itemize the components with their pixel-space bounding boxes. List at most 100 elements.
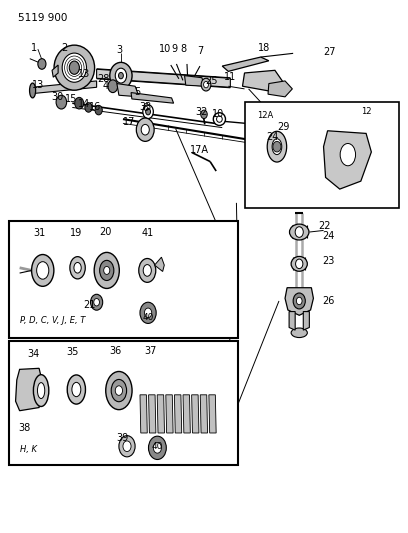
Text: 22: 22 <box>319 221 331 231</box>
Ellipse shape <box>290 224 309 240</box>
Polygon shape <box>268 81 293 97</box>
Ellipse shape <box>72 382 81 397</box>
Polygon shape <box>289 312 295 330</box>
Polygon shape <box>149 395 156 433</box>
Ellipse shape <box>115 68 126 83</box>
Text: 15: 15 <box>65 94 77 104</box>
Ellipse shape <box>272 139 282 155</box>
Text: 20: 20 <box>100 227 112 237</box>
Polygon shape <box>157 395 164 433</box>
Text: 36: 36 <box>109 346 122 357</box>
Text: 13: 13 <box>78 69 90 79</box>
Text: 24: 24 <box>323 231 335 241</box>
Circle shape <box>56 95 67 109</box>
Polygon shape <box>117 84 139 97</box>
Ellipse shape <box>94 253 119 288</box>
Ellipse shape <box>139 259 156 282</box>
Polygon shape <box>155 257 164 271</box>
Polygon shape <box>192 395 199 433</box>
Text: 41: 41 <box>141 228 153 238</box>
Circle shape <box>204 82 208 88</box>
Circle shape <box>119 435 135 457</box>
Circle shape <box>143 105 153 118</box>
Circle shape <box>273 141 281 152</box>
Circle shape <box>293 293 305 309</box>
Text: 16: 16 <box>89 102 101 112</box>
Polygon shape <box>222 57 269 71</box>
Ellipse shape <box>340 143 355 166</box>
Text: 32: 32 <box>196 107 208 117</box>
Ellipse shape <box>291 256 307 271</box>
Circle shape <box>141 124 149 135</box>
Ellipse shape <box>37 262 49 279</box>
Circle shape <box>263 135 271 146</box>
Text: 33: 33 <box>139 102 151 112</box>
Circle shape <box>85 103 92 112</box>
Text: 29: 29 <box>277 122 289 132</box>
Polygon shape <box>285 288 313 316</box>
Circle shape <box>149 436 166 459</box>
Text: H, K: H, K <box>20 445 37 454</box>
Text: 24: 24 <box>267 132 279 142</box>
Text: 27: 27 <box>324 47 336 56</box>
Ellipse shape <box>38 383 45 399</box>
Text: 10: 10 <box>212 109 224 119</box>
Ellipse shape <box>118 72 123 79</box>
Polygon shape <box>52 65 58 77</box>
Text: P, D, C, V, J, E, T: P, D, C, V, J, E, T <box>20 316 85 325</box>
Ellipse shape <box>115 386 122 395</box>
Polygon shape <box>303 312 309 330</box>
Ellipse shape <box>217 116 222 122</box>
Circle shape <box>295 259 303 269</box>
Circle shape <box>94 298 100 306</box>
Polygon shape <box>174 395 182 433</box>
Ellipse shape <box>106 372 132 410</box>
Text: 18: 18 <box>258 43 270 53</box>
Text: 38: 38 <box>19 423 31 433</box>
Text: 5119 900: 5119 900 <box>18 13 67 23</box>
Polygon shape <box>16 368 43 411</box>
Text: 1: 1 <box>31 43 37 53</box>
Text: 19: 19 <box>70 228 82 238</box>
Circle shape <box>108 80 118 93</box>
Text: 35: 35 <box>66 348 78 358</box>
Bar <box>9 341 238 465</box>
Polygon shape <box>200 395 208 433</box>
Circle shape <box>146 109 151 115</box>
Text: 8: 8 <box>181 44 187 54</box>
Circle shape <box>91 294 103 310</box>
Ellipse shape <box>54 45 95 90</box>
Text: 40: 40 <box>142 313 154 322</box>
Text: 34: 34 <box>27 349 39 359</box>
Text: 6: 6 <box>142 103 148 114</box>
Polygon shape <box>183 395 190 433</box>
Circle shape <box>123 441 131 451</box>
Circle shape <box>75 98 84 109</box>
Circle shape <box>144 308 152 318</box>
Polygon shape <box>166 395 173 433</box>
Text: 39: 39 <box>116 433 128 443</box>
Polygon shape <box>140 395 147 433</box>
Circle shape <box>296 297 302 305</box>
Text: 12: 12 <box>361 107 371 116</box>
Bar <box>244 102 399 208</box>
Polygon shape <box>32 81 97 94</box>
Circle shape <box>140 302 156 324</box>
Text: 12A: 12A <box>257 111 273 120</box>
Text: 40: 40 <box>152 442 163 451</box>
Text: 4: 4 <box>103 81 109 91</box>
Text: 37: 37 <box>144 346 157 357</box>
Polygon shape <box>97 69 231 87</box>
Text: 23: 23 <box>323 256 335 266</box>
Circle shape <box>136 118 154 141</box>
Polygon shape <box>131 93 174 103</box>
Ellipse shape <box>29 83 35 98</box>
Polygon shape <box>184 76 204 86</box>
Ellipse shape <box>104 266 110 274</box>
Text: 17: 17 <box>123 117 135 127</box>
Text: 30: 30 <box>51 92 63 102</box>
Text: 2: 2 <box>61 43 67 53</box>
Text: 26: 26 <box>323 296 335 306</box>
Ellipse shape <box>31 255 54 286</box>
Ellipse shape <box>291 328 307 337</box>
